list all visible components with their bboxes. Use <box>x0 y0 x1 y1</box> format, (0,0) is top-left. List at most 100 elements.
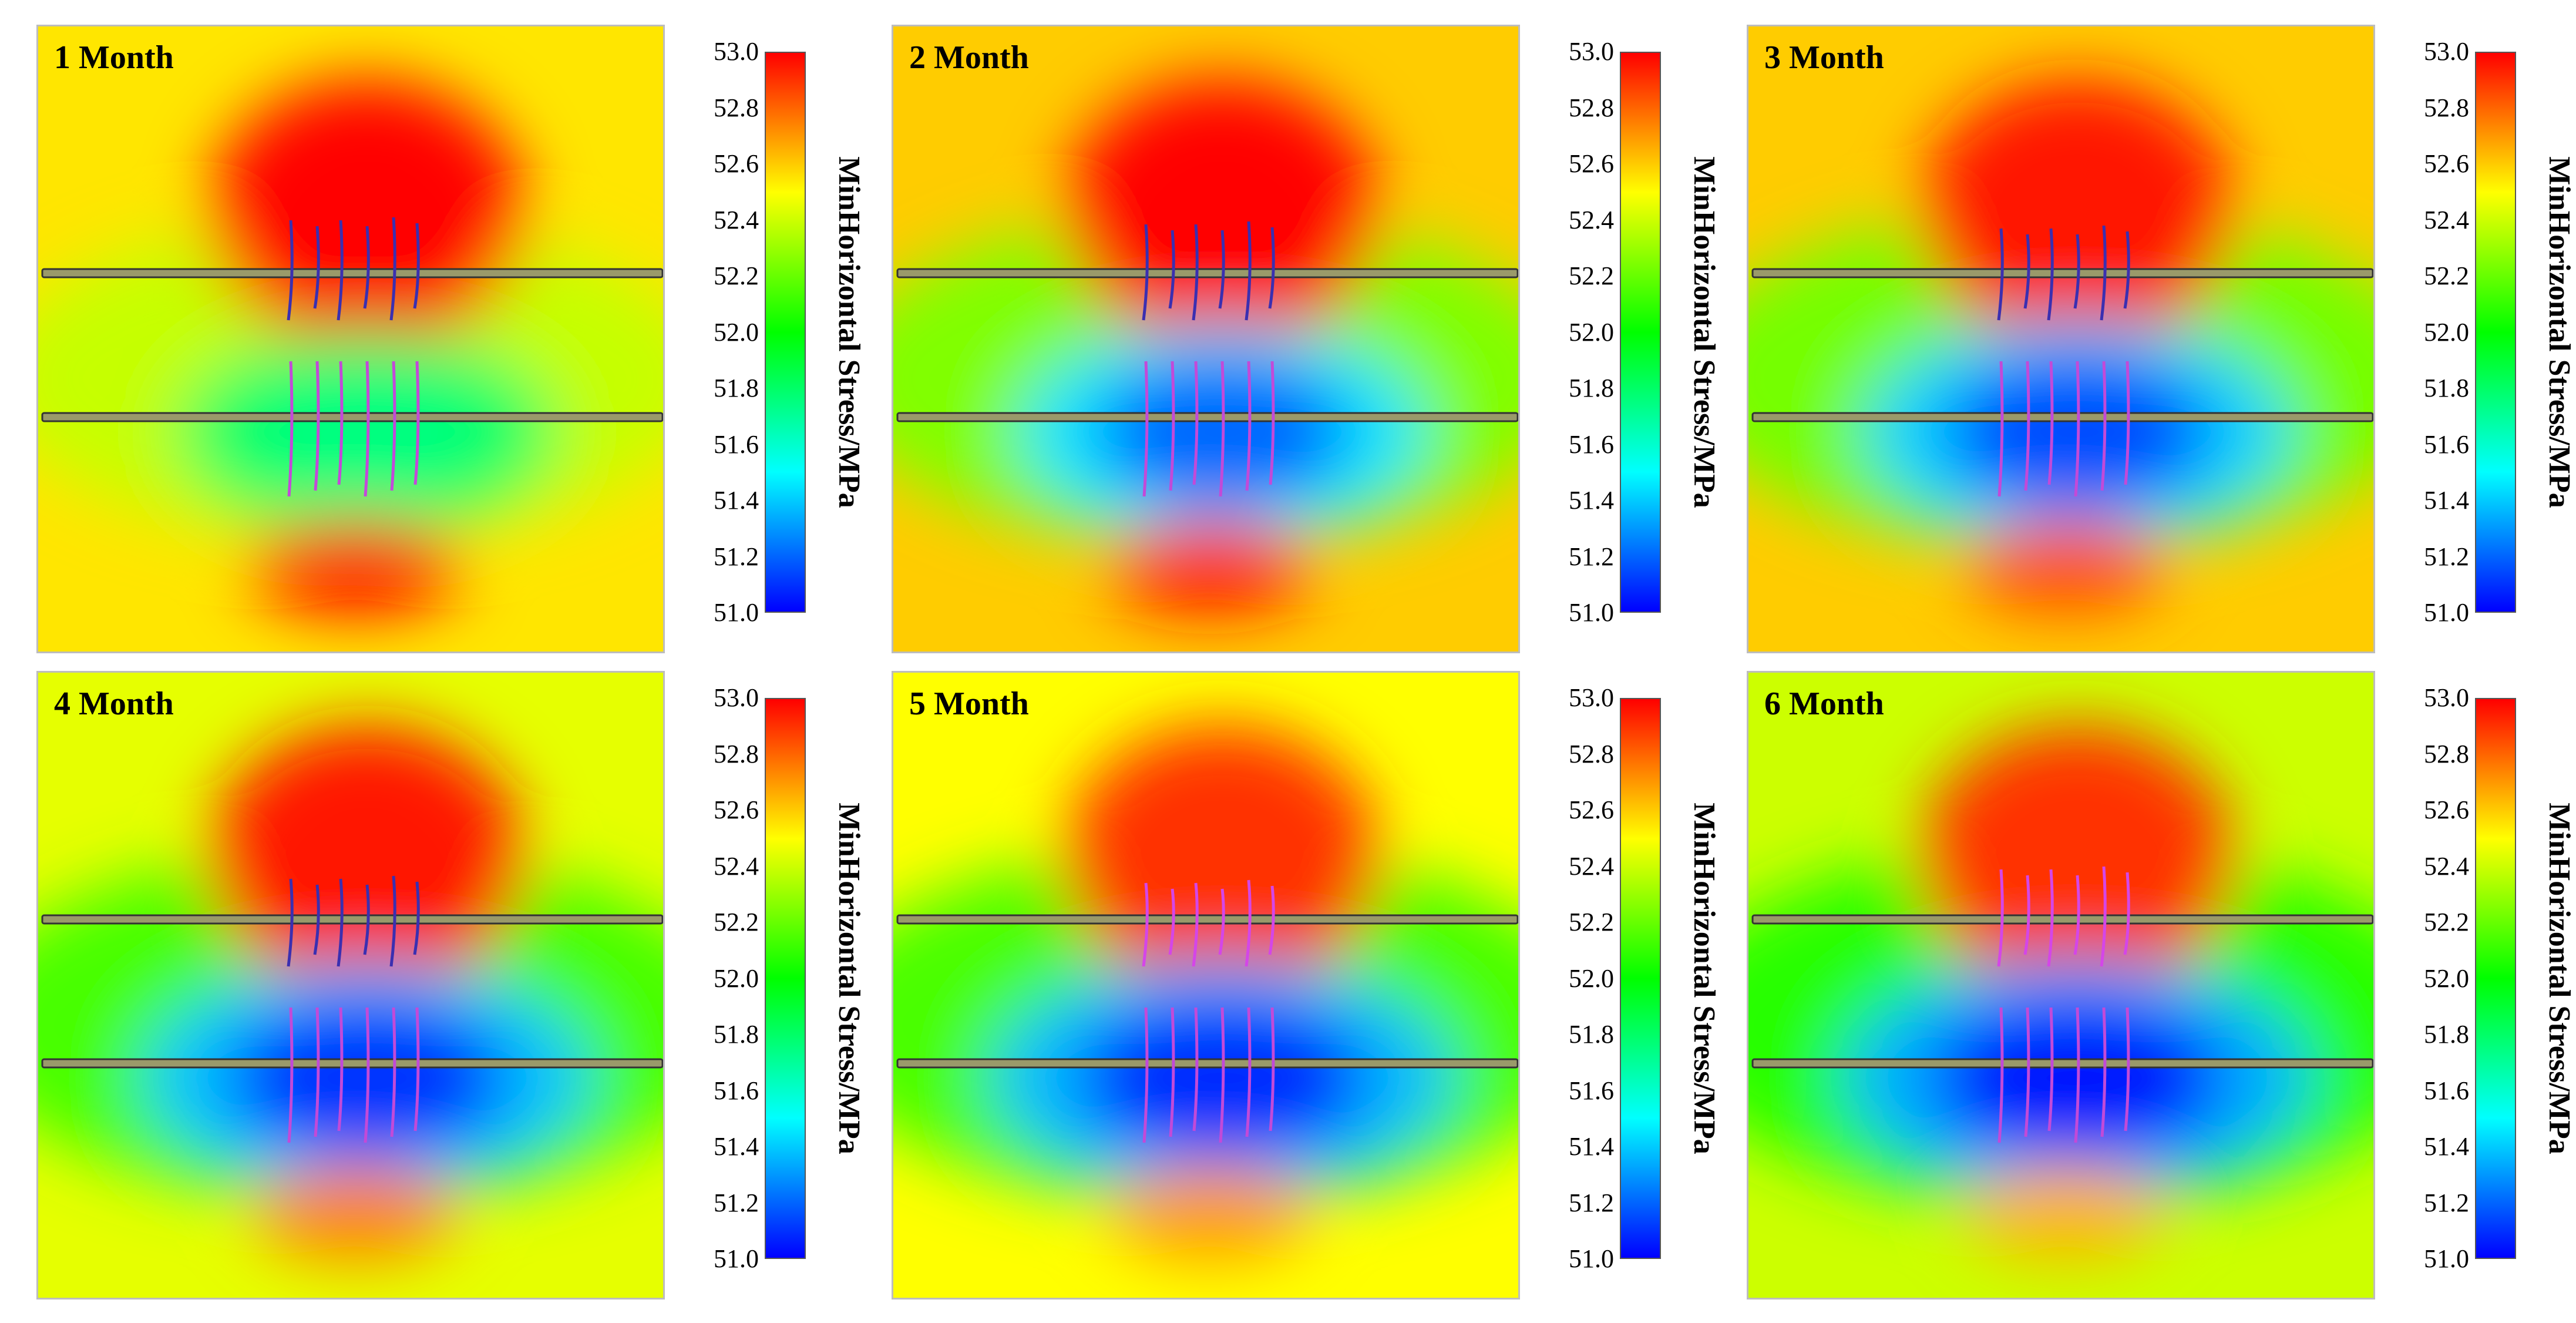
colorbar <box>1620 52 1661 613</box>
panel-3: 3 Month 53.0 52.8 52.6 52.4 52.2 52.0 51.8 51.6 5… <box>1747 25 2576 671</box>
fracture-upper <box>1268 885 1275 955</box>
fracture-upper <box>1268 227 1275 309</box>
fracture-upper <box>389 875 396 967</box>
colorbar <box>765 698 806 1259</box>
horizontal-well-1 <box>1751 914 2373 925</box>
stress-map <box>892 25 1520 653</box>
lower-high-stress-zone <box>1105 520 1316 614</box>
fracture-lower <box>287 361 294 497</box>
stress-map <box>892 671 1520 1300</box>
horizontal-well-2 <box>41 1058 663 1069</box>
colorbar-ticks: 53.0 52.8 52.6 52.4 52.2 52.0 51.8 51.6 51.4 51.2… <box>2393 685 2469 1272</box>
fracture-upper <box>2073 234 2080 309</box>
colorbar-tick-label: 53.0 <box>2424 683 2469 712</box>
colorbar-tick-label: 53.0 <box>714 683 759 712</box>
colorbar-label: MinHorizontal Stress/MPa <box>832 802 866 1154</box>
horizontal-well-1 <box>896 914 1518 925</box>
colorbar-tick-label: 52.8 <box>714 93 759 122</box>
horizontal-well-2 <box>1751 1058 2373 1069</box>
colorbar-tick-label: 52.4 <box>1569 205 1614 234</box>
fracture-lower <box>337 1007 344 1131</box>
colorbar-tick-label: 51.0 <box>2424 598 2469 627</box>
colorbar-tick-label: 53.0 <box>1569 37 1614 66</box>
colorbar-tick-label: 53.0 <box>1569 683 1614 712</box>
fracture-upper <box>2100 866 2107 967</box>
colorbar-tick-label: 51.0 <box>714 1244 759 1273</box>
colorbar-ticks: 53.0 52.8 52.6 52.4 52.2 52.0 51.8 51.6 51.4 51.2… <box>1538 685 1614 1272</box>
fracture-upper <box>1245 879 1252 967</box>
colorbar-tick-label: 51.2 <box>2424 542 2469 571</box>
fracture-lower <box>390 361 396 491</box>
fracture-lower <box>2074 1007 2080 1143</box>
upper-high-stress-zone <box>1064 726 1381 996</box>
fracture-lower <box>364 361 370 497</box>
fracture-lower <box>390 1007 396 1137</box>
colorbar-tick-label: 52.8 <box>1569 93 1614 122</box>
fracture-upper <box>1192 224 1199 321</box>
fracture-lower <box>2124 1007 2130 1131</box>
fracture-upper <box>287 878 294 967</box>
colorbar-tick-label: 51.0 <box>2424 1244 2469 1273</box>
fracture-lower <box>1269 1007 1275 1131</box>
colorbar-tick-label: 52.4 <box>714 205 759 234</box>
colorbar-tick-label: 52.0 <box>714 963 759 993</box>
colorbar-ticks: 53.0 52.8 52.6 52.4 52.2 52.0 51.8 51.6 51.4 51.2… <box>682 685 759 1272</box>
colorbar-tick-label: 51.8 <box>1569 1020 1614 1049</box>
fracture-lower <box>2100 1007 2107 1137</box>
colorbar-tick-label: 51.4 <box>2424 486 2469 515</box>
colorbar-tick-label: 52.2 <box>714 261 759 290</box>
colorbar-tick-label: 52.4 <box>714 851 759 881</box>
fracture-upper <box>313 884 320 955</box>
stress-field-svg <box>1748 673 2373 1298</box>
horizontal-well-2 <box>41 412 663 422</box>
colorbar-tick-label: 53.0 <box>714 37 759 66</box>
fracture-lower <box>314 1007 320 1137</box>
colorbar-tick-label: 52.2 <box>1569 908 1614 936</box>
lower-high-stress-zone <box>247 520 463 614</box>
colorbar-tick-label: 51.6 <box>2424 429 2469 459</box>
colorbar <box>1620 698 1661 1259</box>
colorbar-tick-label: 51.4 <box>1569 1132 1614 1161</box>
colorbar-tick-label: 52.4 <box>2424 851 2469 881</box>
month-label: 5 Month <box>909 686 1029 722</box>
upper-high-stress-zone <box>1919 726 2236 996</box>
horizontal-well-1 <box>41 268 663 278</box>
fracture-lower <box>1169 361 1175 491</box>
fracture-upper <box>2123 231 2130 309</box>
fracture-upper <box>2023 234 2030 309</box>
fracture-upper <box>1192 882 1199 967</box>
fracture-lower <box>2024 361 2030 491</box>
fracture-lower <box>413 361 420 485</box>
colorbar-tick-label: 52.2 <box>2424 261 2469 290</box>
colorbar-tick-label: 51.2 <box>2424 1188 2469 1217</box>
fracture-upper <box>1245 221 1252 321</box>
fracture-lower <box>2074 361 2080 497</box>
fracture-upper <box>337 220 344 321</box>
colorbar-tick-label: 51.4 <box>2424 1132 2469 1161</box>
fracture-lower <box>364 1007 370 1143</box>
fracture-lower <box>314 361 320 491</box>
panel-6: 6 Month 53.0 52.8 52.6 52.4 52.2 52.0 51.8 51.6 5… <box>1747 671 2576 1317</box>
fracture-upper <box>1997 228 2004 321</box>
colorbar-label: MinHorizontal Stress/MPa <box>1687 156 1721 508</box>
stress-field-svg <box>1748 26 2373 652</box>
fracture-upper <box>1168 888 1175 955</box>
stress-map <box>1747 671 2375 1300</box>
panel-5: 5 Month 53.0 52.8 52.6 52.4 52.2 52.0 51.8 51.6 5… <box>892 671 1746 1317</box>
stress-map <box>1747 25 2375 653</box>
lower-high-stress-zone <box>1110 1166 1311 1260</box>
colorbar-tick-label: 51.6 <box>1569 429 1614 459</box>
colorbar-tick-label: 52.4 <box>2424 205 2469 234</box>
month-label: 4 Month <box>54 686 174 722</box>
upper-high-stress-zone <box>1919 79 2236 350</box>
upper-high-stress-zone <box>208 79 526 350</box>
colorbar-tick-label: 51.8 <box>2424 1020 2469 1049</box>
fracture-lower <box>1192 361 1199 485</box>
colorbar-tick-label: 52.6 <box>714 795 759 824</box>
fracture-upper <box>1997 869 2004 967</box>
fracture-upper <box>2100 225 2107 321</box>
colorbar-tick-label: 51.0 <box>714 598 759 627</box>
colorbar-label: MinHorizontal Stress/MPa <box>832 156 866 508</box>
panel-2: 2 Month 53.0 52.8 52.6 52.4 52.2 52.0 51.8 51.6 5… <box>892 25 1746 671</box>
stress-field-svg <box>38 673 663 1298</box>
